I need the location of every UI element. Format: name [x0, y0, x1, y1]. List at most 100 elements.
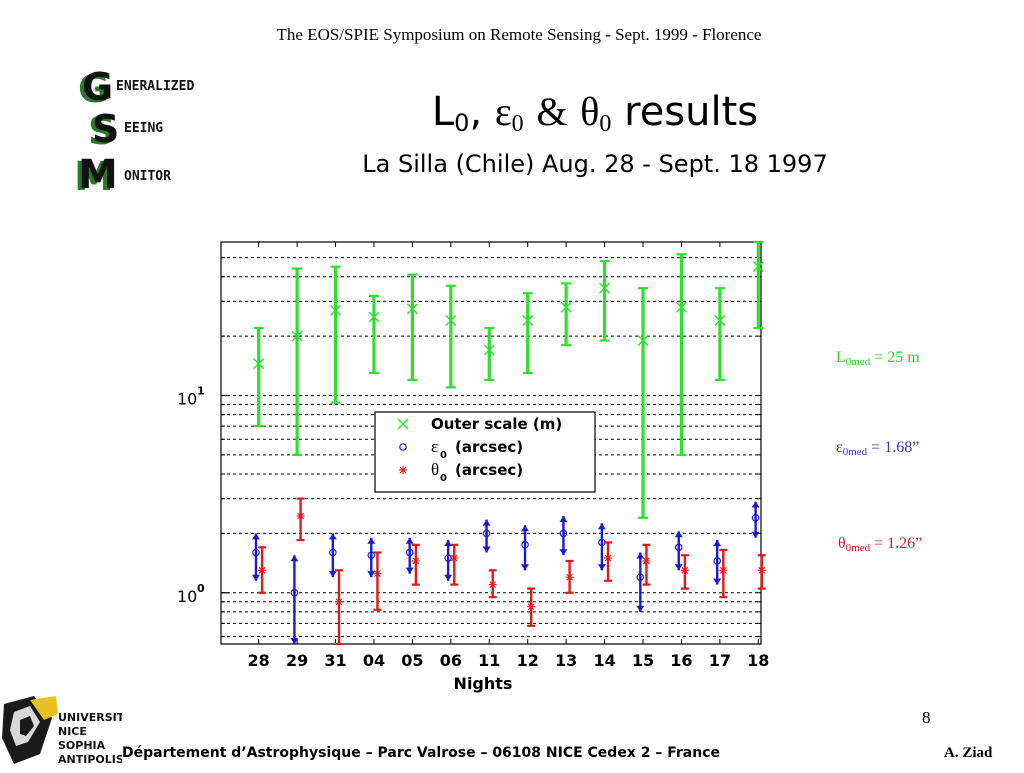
series1-point-04 — [367, 551, 376, 560]
series0-point-17 — [714, 315, 726, 326]
logo-line3: ONITOR — [124, 169, 171, 184]
series0-point-04 — [368, 311, 380, 323]
x-tick-label: 31 — [324, 651, 346, 670]
series0-point-12 — [522, 315, 534, 326]
series0-point-14 — [599, 282, 611, 294]
svg-text:G: G — [78, 67, 109, 111]
series2-point-17 — [719, 566, 728, 575]
series1-point-15-cap-bottom — [636, 605, 645, 612]
legend-marker-1 — [399, 443, 407, 451]
footer-address: Département d’Astrophysique – Parc Valro… — [122, 745, 720, 761]
series1-point-29 — [290, 588, 299, 597]
series1-point-29-cap-top — [290, 555, 299, 562]
x-tick-label: 28 — [248, 651, 270, 670]
series1-point-13 — [559, 529, 568, 538]
x-tick-label: 17 — [709, 651, 731, 670]
logo-line1: ENERALIZED — [116, 79, 194, 94]
legend-subscript-1: 0 — [440, 450, 447, 461]
title-theta: θ — [580, 89, 600, 134]
series2-point-05 — [411, 556, 420, 565]
series1-point-14-cap-bottom — [597, 564, 606, 571]
series2-point-13 — [565, 573, 574, 582]
series1-point-31 — [329, 548, 337, 557]
series1-point-28 — [252, 548, 260, 557]
y-tick-exponent: 1 — [197, 385, 205, 398]
x-tick-label: 13 — [555, 651, 577, 670]
series2-point-04 — [373, 569, 382, 578]
svg-text:SOPHIA: SOPHIA — [58, 739, 106, 752]
chart-svg: 10 010 128 29 31 04 05 06 11 12 13 14 15 16 17 18Nights… — [177, 240, 769, 693]
x-tick-label: 14 — [593, 651, 615, 670]
x-tick-label: 04 — [363, 651, 385, 670]
series1-point-15 — [636, 573, 645, 581]
series1-point-05-cap-bottom — [405, 567, 414, 574]
legend-symbol-1: ε — [431, 437, 438, 456]
series2-point-14 — [604, 554, 613, 563]
eps0-median-annotation: ε0med = 1.68” — [836, 439, 920, 458]
series0-point-29 — [291, 330, 303, 342]
y-tick-label: 10 — [177, 390, 197, 409]
series1-point-12 — [521, 541, 529, 549]
theta0-median-annotation: θ0med = 1.26” — [838, 535, 923, 554]
series1-point-16-cap-top — [674, 531, 683, 538]
x-tick-label: 05 — [401, 651, 423, 670]
university-logo: UNIVERSITÉ NICE SOPHIA ANTIPOLIS — [0, 694, 132, 773]
series1-point-28-cap-top — [251, 533, 260, 540]
series1-point-16 — [674, 543, 683, 552]
series1-point-17-cap-top — [713, 540, 722, 547]
svg-text:G: G — [82, 66, 113, 109]
svg-text:S: S — [88, 109, 115, 153]
series2-point-16 — [680, 566, 689, 575]
series1-point-12-cap-top — [521, 525, 530, 532]
series1-point-17 — [713, 557, 721, 565]
title-amp: & — [536, 89, 568, 134]
x-tick-label: 16 — [670, 651, 692, 670]
series1-point-13-cap-bottom — [559, 549, 568, 556]
series2-point-31 — [334, 597, 343, 606]
footer-author: A. Ziad — [944, 745, 993, 761]
series2-point-28 — [258, 566, 267, 575]
title-results: results — [624, 89, 759, 135]
svg-text:ANTIPOLIS: ANTIPOLIS — [58, 753, 122, 766]
gsm-logo: G G ENERALIZED S S EEING M M ONITOR — [68, 65, 238, 201]
series0-point-11 — [483, 344, 495, 356]
series1-point-05 — [405, 548, 414, 557]
series0-point-16 — [675, 301, 687, 313]
series1-point-16-cap-bottom — [674, 564, 683, 571]
x-tick-label: 29 — [286, 651, 308, 670]
title-eps: ε — [494, 89, 512, 134]
series1-point-05-cap-top — [405, 537, 414, 544]
series2-point-11 — [488, 580, 497, 589]
legend-symbol-2: θ — [431, 460, 439, 479]
series1-point-14-cap-top — [597, 523, 606, 530]
series1-point-18-cap-top — [751, 501, 760, 508]
series2-point-06 — [450, 554, 459, 563]
series1-point-31-cap-top — [328, 533, 337, 540]
legend-box — [374, 411, 596, 493]
y-tick-exponent: 0 — [197, 582, 205, 595]
legend-marker-2 — [399, 466, 407, 474]
series1-point-04-cap-bottom — [367, 571, 376, 578]
svg-text:M: M — [78, 152, 118, 196]
x-axis-label: Nights — [454, 674, 513, 693]
slide-title: L0, ε0 & θ0 results — [431, 89, 759, 137]
svg-text:S: S — [92, 107, 119, 151]
svg-text:NICE: NICE — [58, 725, 87, 738]
legend-subscript-2: 0 — [440, 473, 447, 484]
series0-point-18 — [752, 261, 764, 273]
x-tick-label: 15 — [632, 651, 654, 670]
x-tick-label: 12 — [517, 651, 539, 670]
logo-line2: EEING — [124, 121, 163, 136]
legend-label-1: (arcsec) — [455, 438, 523, 456]
legend-marker-0 — [397, 418, 409, 430]
series2-point-12 — [527, 602, 536, 611]
series1-point-29-cap-bottom — [290, 638, 299, 644]
series1-point-12-cap-bottom — [521, 564, 530, 571]
legend-label-0: Outer scale (m) — [431, 415, 562, 433]
series1-point-06-cap-top — [444, 540, 453, 547]
series0-point-31 — [330, 304, 342, 316]
series0-point-28 — [253, 358, 265, 370]
series1-point-11-cap-bottom — [482, 546, 491, 553]
plot-frame — [220, 241, 762, 645]
page-number: 8 — [922, 708, 931, 727]
